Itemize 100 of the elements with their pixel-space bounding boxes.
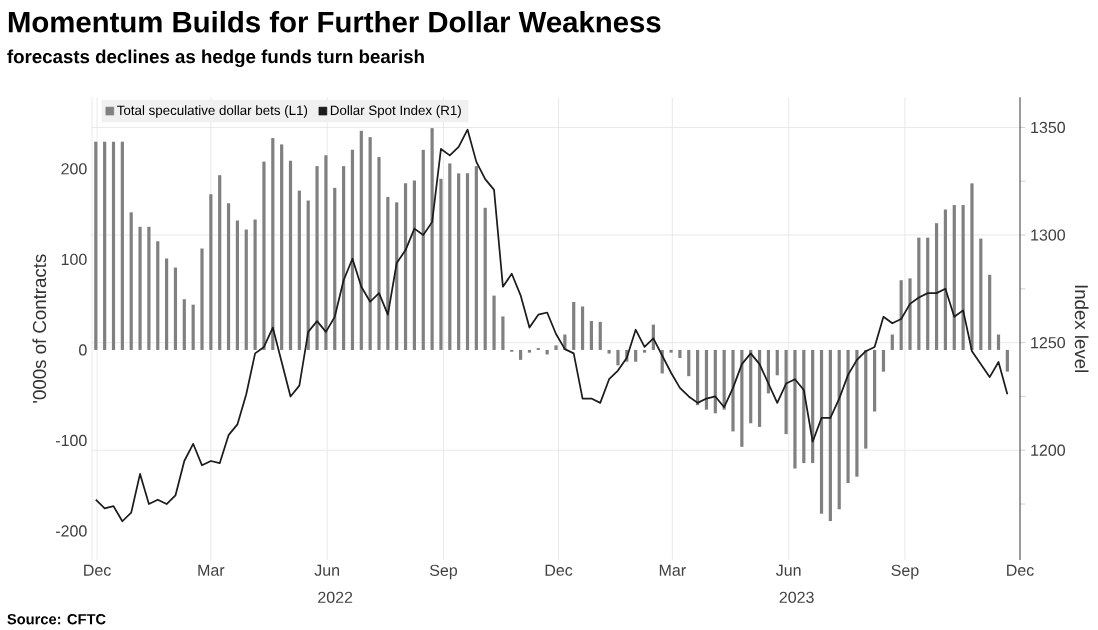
bar bbox=[519, 349, 523, 360]
y2-tick-label: 1350 bbox=[1031, 121, 1066, 134]
bar bbox=[704, 349, 709, 410]
y2-axis-title: Index level bbox=[1074, 285, 1089, 372]
bar bbox=[253, 219, 257, 350]
source-note: Source: CFTC bbox=[7, 614, 106, 625]
bar bbox=[881, 349, 886, 372]
bar bbox=[235, 220, 239, 350]
x-tick-label: Jun bbox=[775, 564, 801, 576]
bar bbox=[819, 349, 824, 514]
bar bbox=[218, 175, 222, 350]
bar bbox=[501, 316, 505, 350]
bar bbox=[111, 141, 116, 350]
bar bbox=[527, 349, 532, 353]
bar bbox=[616, 349, 620, 366]
bar bbox=[403, 183, 408, 350]
bar bbox=[873, 349, 877, 412]
bar bbox=[580, 306, 585, 350]
bar bbox=[492, 295, 496, 350]
bar bbox=[669, 349, 673, 353]
bar bbox=[988, 274, 992, 350]
x-tick-label: Mar bbox=[659, 564, 686, 576]
bar bbox=[740, 349, 744, 447]
bar bbox=[156, 241, 160, 350]
bar bbox=[306, 200, 310, 350]
bar bbox=[147, 226, 151, 350]
bar bbox=[952, 205, 956, 350]
bar bbox=[280, 144, 284, 350]
bar bbox=[899, 280, 903, 350]
x-tick-label: Dec bbox=[84, 564, 111, 576]
bar bbox=[271, 138, 275, 350]
bar bbox=[324, 155, 328, 350]
bar bbox=[439, 178, 443, 350]
y2-tick-label: 1250 bbox=[1031, 336, 1066, 349]
bar bbox=[448, 163, 452, 350]
y-tick-label: -200 bbox=[55, 525, 87, 537]
bar bbox=[554, 345, 558, 350]
bar bbox=[209, 194, 213, 350]
bar bbox=[970, 183, 974, 350]
bar bbox=[572, 301, 576, 350]
legend-label: Total speculative dollar bets (L1) bbox=[117, 105, 308, 118]
bar bbox=[120, 141, 124, 350]
bar bbox=[350, 149, 355, 350]
x-tick-label: Sep bbox=[891, 564, 919, 580]
bar bbox=[687, 349, 691, 377]
bar bbox=[828, 349, 832, 522]
bar bbox=[465, 173, 470, 350]
bar bbox=[165, 258, 169, 350]
bar bbox=[961, 205, 965, 350]
bar bbox=[377, 157, 381, 350]
bar bbox=[1005, 349, 1009, 372]
bar bbox=[191, 304, 195, 350]
legend-label: Dollar Spot Index (R1) bbox=[330, 105, 461, 118]
bar bbox=[94, 141, 98, 350]
bar bbox=[412, 180, 417, 350]
bar bbox=[129, 212, 133, 350]
text: 2022 bbox=[318, 591, 353, 603]
bar bbox=[368, 137, 372, 350]
bar bbox=[837, 349, 841, 510]
bar bbox=[483, 207, 487, 350]
bar bbox=[288, 160, 293, 350]
bar bbox=[793, 349, 797, 469]
bar bbox=[386, 196, 390, 350]
y-tick-label: 0 bbox=[79, 344, 87, 356]
bar bbox=[934, 223, 939, 350]
bar bbox=[173, 267, 178, 350]
bar bbox=[598, 321, 602, 350]
bar bbox=[642, 349, 647, 353]
bar bbox=[457, 173, 461, 350]
bar bbox=[678, 349, 682, 359]
bar bbox=[634, 349, 638, 362]
bar bbox=[297, 190, 301, 350]
bar bbox=[696, 349, 700, 406]
x-tick-label: Dec bbox=[545, 564, 573, 576]
chart-title: Momentum Builds for Further Dollar Weakness bbox=[8, 10, 661, 33]
x-tick-label: Dec bbox=[1007, 564, 1034, 576]
x-tick-label: Mar bbox=[198, 564, 225, 576]
text: 2023 bbox=[779, 591, 814, 603]
bar bbox=[103, 141, 107, 350]
bar bbox=[244, 229, 248, 350]
y-tick-label: 100 bbox=[61, 253, 87, 266]
y2-tick-label: 1300 bbox=[1031, 229, 1066, 241]
bar bbox=[359, 130, 363, 350]
bar bbox=[784, 349, 788, 435]
bar bbox=[731, 349, 735, 432]
bar bbox=[138, 226, 142, 350]
y2-tick-label: 1200 bbox=[1031, 444, 1066, 456]
bar bbox=[713, 349, 717, 414]
bar bbox=[775, 349, 779, 376]
y-tick-label: -100 bbox=[55, 434, 87, 447]
bar bbox=[855, 349, 859, 477]
bar bbox=[395, 202, 399, 350]
chart-subtitle: forecasts declines as hedge funds turn bearish bbox=[7, 49, 424, 68]
y-axis-title: '000s of Contracts bbox=[32, 254, 47, 403]
y-tick-label: 200 bbox=[61, 163, 87, 175]
bar bbox=[315, 166, 319, 350]
bar bbox=[943, 209, 948, 350]
bar bbox=[342, 166, 346, 350]
bar bbox=[226, 203, 231, 350]
bar bbox=[749, 349, 753, 424]
